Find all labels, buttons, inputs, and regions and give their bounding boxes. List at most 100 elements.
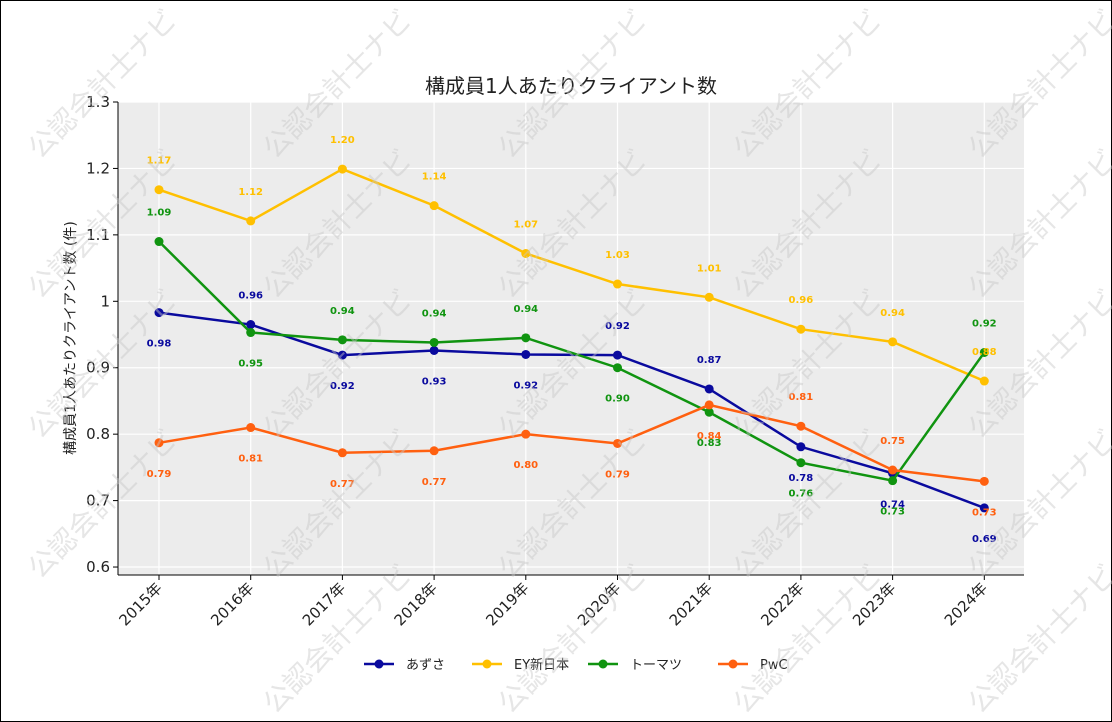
data-label: 0.78 — [789, 473, 814, 484]
series-line — [158, 240, 986, 483]
data-point — [429, 337, 439, 347]
y-tick-label: 1.2 — [86, 159, 110, 177]
data-label: 0.80 — [513, 460, 538, 471]
data-label: 0.76 — [789, 489, 814, 500]
legend-marker — [598, 659, 608, 669]
x-tick-label: 2019年 — [482, 579, 532, 629]
data-label: 0.96 — [238, 291, 263, 302]
data-label: 1.07 — [513, 219, 538, 230]
data-label: 0.83 — [697, 438, 722, 449]
watermark-text: 公認会計士ナビ — [962, 3, 1112, 165]
data-point — [979, 503, 989, 513]
data-point — [337, 448, 347, 458]
data-point — [888, 337, 898, 347]
data-point — [796, 442, 806, 452]
data-label: 0.94 — [513, 304, 538, 315]
data-label: 0.96 — [789, 295, 814, 306]
data-point — [337, 335, 347, 345]
data-point — [246, 320, 256, 330]
legend-label: EY新日本 — [514, 657, 569, 673]
data-label: 0.81 — [238, 454, 263, 465]
data-label: 0.87 — [697, 355, 722, 366]
legend-marker — [482, 659, 492, 669]
data-point — [521, 429, 531, 439]
data-label: 0.74 — [880, 499, 905, 510]
data-labels: 0.98 0.96 0.92 0.93 0.92 0.92 0.87 0.78 0.74 0.69… — [147, 135, 997, 545]
data-point — [704, 384, 714, 394]
legend-marker — [728, 659, 738, 669]
data-point — [796, 324, 806, 334]
legend-item: トーマツ — [588, 658, 682, 673]
data-point — [979, 347, 989, 357]
series-3 — [154, 400, 989, 486]
series-line — [158, 167, 985, 383]
data-point — [704, 400, 714, 410]
data-label: 0.92 — [972, 318, 997, 329]
y-tick-label: 0.6 — [86, 558, 110, 576]
series-1 — [154, 164, 989, 386]
data-label: 0.73 — [880, 507, 905, 518]
data-point — [154, 185, 164, 195]
legend-label: PwC — [760, 658, 788, 673]
y-tick-label: 0.9 — [86, 359, 110, 377]
series-2 — [154, 237, 989, 486]
data-point — [154, 237, 164, 247]
x-tick-label: 2024年 — [941, 579, 991, 629]
data-label: 0.81 — [789, 392, 814, 403]
data-point — [796, 421, 806, 431]
y-tick-label: 0.8 — [86, 425, 110, 443]
data-label: 0.84 — [697, 431, 722, 442]
data-point — [337, 350, 347, 360]
data-point — [246, 423, 256, 433]
y-tick-label: 1.1 — [86, 226, 110, 244]
gridlines — [118, 101, 1024, 575]
legend: あずさ EY新日本 トーマツ PwC — [364, 657, 788, 673]
data-label: 0.77 — [422, 477, 447, 488]
data-point — [429, 345, 439, 355]
data-point — [521, 333, 531, 343]
y-tick-label: 1 — [100, 292, 110, 310]
x-tick-label: 2021年 — [666, 579, 716, 629]
data-label: 0.93 — [422, 376, 447, 387]
legend-label: あずさ — [406, 658, 445, 673]
data-label: 0.75 — [880, 436, 905, 447]
data-label: 0.92 — [513, 380, 538, 391]
data-label: 0.69 — [972, 534, 997, 545]
data-point — [704, 407, 714, 417]
data-label: 1.17 — [147, 156, 172, 167]
data-label: 0.92 — [605, 321, 630, 332]
data-point — [521, 248, 531, 258]
x-tick-label: 2016年 — [207, 579, 257, 629]
data-point — [613, 363, 622, 373]
data-label: 0.88 — [972, 347, 997, 358]
data-point — [154, 438, 164, 448]
data-label: 1.09 — [147, 208, 172, 219]
data-label: 0.94 — [330, 306, 355, 317]
data-label: 0.77 — [330, 479, 355, 490]
data-label: 0.94 — [422, 308, 447, 319]
data-point — [613, 279, 622, 289]
data-point — [888, 476, 898, 486]
data-label: 1.03 — [605, 250, 630, 261]
series-line — [158, 311, 985, 510]
data-point — [888, 465, 898, 475]
legend-item: PwC — [718, 658, 788, 673]
data-point — [337, 164, 347, 174]
legend-item: EY新日本 — [472, 657, 569, 673]
data-label: 0.73 — [972, 507, 997, 518]
data-point — [246, 216, 256, 226]
data-point — [154, 308, 164, 318]
data-point — [704, 292, 714, 302]
data-label: 0.92 — [330, 381, 355, 392]
data-label: 0.95 — [238, 359, 263, 370]
data-point — [246, 328, 256, 338]
data-label: 1.01 — [697, 263, 722, 274]
legend-marker — [374, 659, 384, 669]
data-label: 0.79 — [605, 469, 630, 480]
y-tick-label: 0.7 — [86, 492, 110, 510]
data-point — [979, 376, 989, 386]
data-label: 0.90 — [605, 394, 630, 405]
chart-title: 構成員1人あたりクライアント数 — [425, 74, 717, 98]
data-point — [796, 458, 806, 468]
